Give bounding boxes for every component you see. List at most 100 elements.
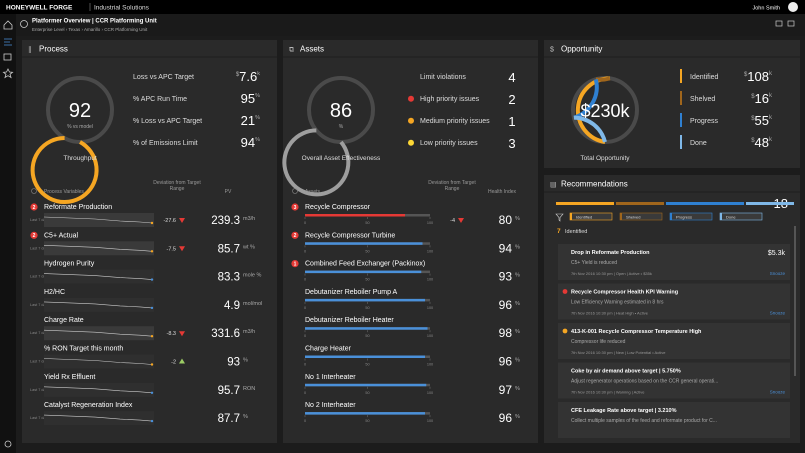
pv-value: 331.6 (211, 328, 240, 340)
recommendation-card[interactable] (558, 402, 790, 438)
value-unit: k (769, 115, 773, 121)
sparkline-bg (44, 382, 154, 397)
breadcrumb[interactable]: Enterprise Level › Texas › Amarillo › CC… (32, 27, 148, 32)
user-name[interactable]: John Smith (752, 6, 780, 12)
deviation-flag (179, 331, 185, 337)
sparkline-label: Last 7 days (30, 218, 50, 222)
sparkline-label: Last 7 days (30, 303, 50, 307)
opportunity-value: $16k (751, 91, 773, 106)
badge-count: 2 (33, 205, 36, 211)
avatar[interactable] (788, 2, 798, 12)
panel-title: Opportunity (561, 45, 602, 54)
column-header: Process Variables (44, 189, 84, 195)
tick-label: 0 (304, 306, 306, 310)
panel-title: Process (39, 45, 68, 54)
recommendation-card[interactable] (558, 283, 790, 320)
pv-unit: mol/mol (243, 301, 262, 307)
sparkline-end (150, 221, 154, 225)
kpi-label: % APC Run Time (133, 96, 187, 103)
panel-icon: ⧉ (289, 47, 294, 54)
issue-dot (408, 139, 414, 146)
sidebar-icons[interactable] (2, 20, 14, 448)
sparkline-bg (44, 297, 154, 312)
health-unit: % (515, 301, 520, 307)
chip-marker (670, 213, 672, 220)
home-icon[interactable] (3, 20, 13, 30)
sparkline-end (150, 363, 154, 366)
pv-unit: m3/h (243, 216, 255, 222)
tick-label: 0 (304, 278, 306, 282)
tick-label: 0 (304, 221, 306, 225)
tick-label: 50 (365, 334, 369, 338)
pv-value: 83.3 (218, 272, 240, 284)
settings-icon[interactable] (4, 440, 12, 448)
health-value: 98 (499, 326, 513, 340)
tick-label: 0 (304, 334, 306, 338)
filter-icon[interactable] (555, 213, 564, 222)
header-icon (292, 188, 298, 194)
asset-name: Recycle Compressor (305, 204, 371, 211)
value-prefix: $ (744, 72, 748, 78)
tick-label: 0 (304, 249, 306, 253)
tick-label: 100 (427, 391, 433, 395)
kpi-value: 94% (241, 135, 260, 150)
sparkline-end (150, 419, 154, 423)
tick-label: 100 (427, 221, 433, 225)
health-bar (305, 298, 425, 302)
ring-segment (595, 76, 611, 82)
pv-unit: RON (243, 386, 255, 392)
recommendation-card[interactable] (558, 323, 790, 359)
pv-unit: % (243, 358, 248, 364)
deviation: -8.3 (167, 331, 176, 337)
window-icon[interactable] (775, 20, 783, 27)
tick-label: 50 (365, 391, 369, 395)
issue-dot (408, 117, 414, 124)
layers-icon[interactable] (3, 53, 12, 61)
total-unit: k (621, 101, 631, 121)
kpi-label: % of Emissions Limit (133, 140, 198, 147)
legend-bar (680, 113, 682, 127)
recommendation-card[interactable] (558, 244, 790, 280)
opportunity-label: Done (690, 140, 707, 147)
chip-marker (570, 213, 572, 220)
tick-label: 0 (304, 391, 306, 395)
card-action[interactable]: Snooze (770, 390, 786, 395)
star-icon[interactable] (2, 68, 14, 79)
progress-segment (666, 202, 744, 205)
panel-icon: ∥ (28, 46, 32, 54)
back-button[interactable] (20, 20, 28, 28)
card-title: CFE Leakage Rate above target | 3.210% (571, 408, 677, 414)
gauge-caption: Overall Asset Effectiveness (302, 155, 381, 162)
sparkline-bg (44, 354, 154, 369)
card-action[interactable]: Snooze (770, 271, 786, 276)
health-bar (305, 383, 427, 387)
health-unit: % (515, 216, 520, 222)
sparkline-bg (44, 411, 154, 426)
tick-label: 100 (427, 306, 433, 310)
tick-label: 50 (365, 306, 369, 310)
sidebar (0, 14, 16, 453)
opportunity-label: Shelved (690, 96, 715, 103)
deviation-flag (179, 246, 185, 252)
ring-segment (573, 115, 607, 143)
badge (30, 231, 38, 239)
progress-segment (556, 202, 614, 205)
gauge-arc (282, 128, 351, 197)
card-action[interactable]: Snooze (770, 311, 786, 316)
list-icon[interactable] (4, 38, 12, 46)
legend-bar (680, 91, 682, 105)
asset-name: No 2 Interheater (305, 402, 356, 409)
tick-label: 0 (304, 419, 306, 423)
kpi-unit: % (255, 115, 260, 121)
card-subtitle: Collect multiple samples of the feed and… (571, 418, 717, 424)
tick-label: 50 (365, 221, 369, 225)
process-variable: Charge Rate (44, 317, 84, 324)
top-bar (0, 0, 805, 14)
card-title: 413-K-001 Recycle Compressor Temperature… (571, 329, 702, 335)
issue-label: Low priority issues (420, 140, 478, 147)
recommendation-card[interactable] (558, 362, 790, 399)
issue-count: 2 (508, 92, 515, 107)
issue-dot (408, 95, 414, 102)
layout-icon[interactable] (787, 20, 795, 27)
